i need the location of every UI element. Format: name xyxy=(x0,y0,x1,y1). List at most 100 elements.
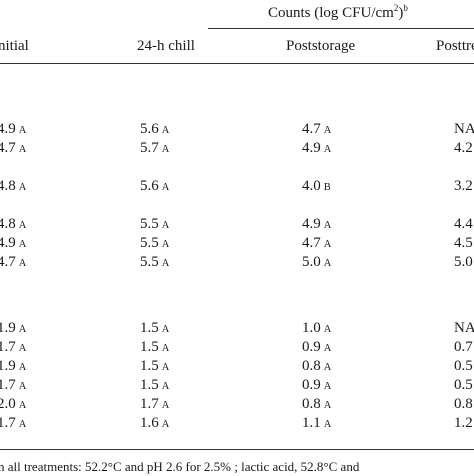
cell-group-letter: A xyxy=(18,258,27,269)
cell-value: 5.0 xyxy=(302,254,321,270)
table-cell: 1.5 A xyxy=(140,319,170,339)
table-cell: 1.9 A xyxy=(0,357,27,377)
cell-group-letter: A xyxy=(323,239,332,250)
cell-value: 5.7 xyxy=(140,140,159,156)
cell-value: 5.6 xyxy=(140,178,159,194)
cell-group-letter: A xyxy=(323,324,332,335)
cell-group-letter: A xyxy=(161,324,170,335)
table-bottom-rule xyxy=(0,449,474,450)
cell-value: 1.7 xyxy=(140,396,159,412)
cell-value: 1.7 xyxy=(0,339,16,355)
table-cell: 0.8 A xyxy=(302,395,332,415)
cell-value: 0.7 xyxy=(454,339,473,355)
table-cell: 1.6 A xyxy=(140,414,170,434)
cell-group-letter: A xyxy=(18,182,27,193)
cell-group-letter: A xyxy=(323,125,332,136)
table-cell: 4.7 A xyxy=(0,253,27,273)
cell-group-letter: A xyxy=(161,343,170,354)
col-header-24h-chill: 24-h chill xyxy=(137,38,195,54)
table-cell: 1.5 A xyxy=(140,376,170,396)
cell-group-letter: A xyxy=(18,220,27,231)
table-cell: 1.7 A xyxy=(0,376,27,396)
cell-value: 0.5 xyxy=(454,358,473,374)
table-cell: 5.5 A xyxy=(140,215,170,235)
table-cell: 4.5 xyxy=(454,234,473,252)
cell-group-letter: A xyxy=(323,362,332,373)
cell-group-letter: A xyxy=(161,220,170,231)
table-cell: 4.9 A xyxy=(0,234,27,254)
table-cell: 4.7 A xyxy=(0,139,27,159)
cell-group-letter: A xyxy=(161,400,170,411)
group-header-close: ) xyxy=(398,5,404,21)
cell-value: 5.5 xyxy=(140,216,159,232)
cell-value: 5.0 xyxy=(454,254,473,270)
cell-group-letter: A xyxy=(18,239,27,250)
col-header-posttreatment: Posttre xyxy=(436,38,474,54)
cell-group-letter: A xyxy=(161,362,170,373)
cell-group-letter: A xyxy=(161,258,170,269)
cell-value: 0.9 xyxy=(302,377,321,393)
cell-group-letter: A xyxy=(18,419,27,430)
table-cell: 0.8 xyxy=(454,395,473,413)
cell-group-letter: A xyxy=(18,324,27,335)
cell-value: 5.6 xyxy=(140,121,159,137)
cell-group-letter: A xyxy=(323,419,332,430)
table-cell: 2.0 A xyxy=(0,395,27,415)
table-cell: 5.6 A xyxy=(140,177,170,197)
table-cell: 0.5 xyxy=(454,357,473,375)
cell-value: 4.0 xyxy=(302,178,321,194)
table-cell: 4.2 xyxy=(454,139,473,157)
cell-value: 5.5 xyxy=(140,235,159,251)
group-header-sup-b: b xyxy=(403,3,408,13)
cell-value: 0.5 xyxy=(454,377,473,393)
group-header-rule xyxy=(208,28,474,29)
cell-value: 4.7 xyxy=(0,254,16,270)
cell-value: 1.7 xyxy=(0,415,16,431)
cell-value: 4.4 xyxy=(454,216,473,232)
cell-value: 1.1 xyxy=(302,415,321,431)
cell-value: 4.9 xyxy=(0,235,16,251)
cell-value: 4.9 xyxy=(302,140,321,156)
cell-value: 1.5 xyxy=(140,377,159,393)
cell-value: 1.5 xyxy=(140,320,159,336)
table-cell: 0.9 A xyxy=(302,376,332,396)
cell-group-letter: A xyxy=(161,144,170,155)
cell-value: 0.9 xyxy=(302,339,321,355)
group-header: Counts (log CFU/cm2)b xyxy=(268,4,408,22)
cell-group-letter: A xyxy=(323,220,332,231)
cell-value: 1.7 xyxy=(0,377,16,393)
table-cell: 4.8 A xyxy=(0,177,27,197)
cell-value: 1.6 xyxy=(140,415,159,431)
cell-value: 4.8 xyxy=(0,216,16,232)
cell-value: 4.9 xyxy=(302,216,321,232)
cell-value: 4.7 xyxy=(0,140,16,156)
col-header-poststorage: Poststorage xyxy=(286,38,356,54)
cell-group-letter: A xyxy=(161,381,170,392)
table-cell: NA xyxy=(454,319,474,337)
cell-value: 3.2 xyxy=(454,178,473,194)
table-cell: NA xyxy=(454,120,474,138)
cell-value: 0.8 xyxy=(302,358,321,374)
cell-group-letter: A xyxy=(161,419,170,430)
cell-group-letter: A xyxy=(18,125,27,136)
cell-group-letter: B xyxy=(323,182,332,193)
table-cell: 5.5 A xyxy=(140,234,170,254)
table-cell: 4.7 A xyxy=(302,120,332,140)
cell-value: 5.5 xyxy=(140,254,159,270)
table-cell: 5.5 A xyxy=(140,253,170,273)
cell-group-letter: A xyxy=(323,144,332,155)
cell-group-letter: A xyxy=(18,343,27,354)
cell-group-letter: A xyxy=(161,239,170,250)
header-bottom-rule xyxy=(0,63,474,64)
table-cell: 4.9 A xyxy=(302,215,332,235)
cell-value: 1.5 xyxy=(140,339,159,355)
cell-group-letter: A xyxy=(161,182,170,193)
table-cell: 1.0 A xyxy=(302,319,332,339)
cell-value: 4.8 xyxy=(0,178,16,194)
cell-value: 0.8 xyxy=(454,396,473,412)
cell-group-letter: A xyxy=(323,258,332,269)
table-cell: 5.0 A xyxy=(302,253,332,273)
table-cell: 4.9 A xyxy=(0,120,27,140)
table-cell: 5.6 A xyxy=(140,120,170,140)
group-header-label: Counts (log CFU/cm xyxy=(268,5,394,21)
